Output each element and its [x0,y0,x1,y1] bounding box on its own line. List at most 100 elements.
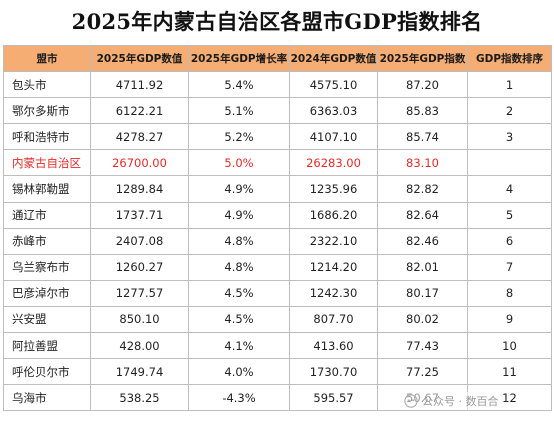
gdp-2024-cell: 1235.96 [289,175,378,203]
table-row: 呼伦贝尔市 1749.74 4.0% 1730.70 77.25 11 [3,358,552,386]
gdp-2025-cell: 1749.74 [90,358,189,386]
page-title: 2025年内蒙古自治区各盟市GDP指数排名 [71,9,483,34]
region-cell: 乌兰察布市 [3,253,91,281]
index-2025-cell: 80.17 [377,279,468,307]
index-rank-cell: 5 [467,201,552,229]
gdp-2024-cell: 1686.20 [289,201,378,229]
gdp-2024-cell: 413.60 [289,332,378,360]
growth-2025-cell: 5.1% [188,97,290,125]
growth-2025-cell: 4.0% [188,358,290,386]
gdp-table: 盟市 2025年GDP数值 2025年GDP增长率 2024年GDP数值 202… [3,44,552,412]
gdp-2025-cell: 26700.00 [90,149,189,177]
region-cell: 呼伦贝尔市 [3,358,91,386]
index-rank-cell: 6 [467,227,552,255]
header-growth-2025: 2025年GDP增长率 [188,44,290,73]
gdp-2024-cell: 4107.10 [289,123,378,151]
index-2025-cell: 87.20 [377,71,468,99]
header-index-rank: GDP指数排序 [467,44,552,73]
growth-2025-cell: 5.2% [188,123,290,151]
header-gdp-2025: 2025年GDP数值 [90,44,189,73]
gdp-2025-cell: 2407.08 [90,227,189,255]
table-row: 赤峰市 2407.08 4.8% 2322.10 82.46 6 [3,227,552,255]
gdp-2025-cell: 4278.27 [90,123,189,151]
growth-2025-cell: 4.9% [188,201,290,229]
table-row: 巴彦淖尔市 1277.57 4.5% 1242.30 80.17 8 [3,279,552,307]
index-2025-cell: 80.02 [377,305,468,334]
index-rank-cell: 7 [467,253,552,281]
gdp-2024-cell: 1242.30 [289,279,378,307]
index-rank-cell: 9 [467,305,552,334]
growth-2025-cell: 4.8% [188,227,290,255]
index-rank-cell: 11 [467,358,552,386]
table-body: 包头市 4711.92 5.4% 4575.10 87.20 1 鄂尔多斯市 6122.21 5… [3,71,552,412]
gdp-2025-cell: 1289.84 [90,175,189,203]
region-cell: 包头市 [3,71,91,99]
gdp-2025-cell: 1737.71 [90,201,189,229]
gdp-2024-cell: 26283.00 [289,149,378,177]
gdp-2025-cell: 850.10 [90,305,189,334]
watermark: 公众号 · 数百合 [404,392,501,410]
gdp-2024-cell: 595.57 [289,384,378,412]
region-cell: 呼和浩特市 [3,123,91,151]
index-2025-cell: 82.82 [377,175,468,203]
gdp-2024-cell: 6363.03 [289,97,378,125]
table-row: 呼和浩特市 4278.27 5.2% 4107.10 85.74 3 [3,123,552,151]
watermark-text: 公众号 · 数百合 [422,395,499,408]
growth-2025-cell: -4.3% [188,384,290,412]
table-row: 包头市 4711.92 5.4% 4575.10 87.20 1 [3,71,552,99]
header-index-2025: 2025年GDP指数 [377,44,468,73]
index-2025-cell: 82.01 [377,253,468,281]
gdp-2025-cell: 538.25 [90,384,189,412]
index-2025-cell: 77.43 [377,332,468,360]
region-cell: 通辽市 [3,201,91,229]
region-cell: 赤峰市 [3,227,91,255]
table-row: 鄂尔多斯市 6122.21 5.1% 6363.03 85.83 2 [3,97,552,125]
growth-2025-cell: 4.5% [188,279,290,307]
table-row: 锡林郭勒盟 1289.84 4.9% 1235.96 82.82 4 [3,175,552,203]
region-cell: 内蒙古自治区 [3,149,91,177]
region-cell: 鄂尔多斯市 [3,97,91,125]
region-cell: 乌海市 [3,384,91,412]
index-rank-cell: 8 [467,279,552,307]
index-rank-cell [467,149,552,177]
gdp-2024-cell: 1730.70 [289,358,378,386]
growth-2025-cell: 4.9% [188,175,290,203]
header-gdp-2024: 2024年GDP数值 [289,44,378,73]
gdp-2024-cell: 807.70 [289,305,378,334]
index-2025-cell: 82.46 [377,227,468,255]
growth-2025-cell: 5.4% [188,71,290,99]
gdp-2025-cell: 1277.57 [90,279,189,307]
gdp-2025-cell: 1260.27 [90,253,189,281]
header-region: 盟市 [3,44,91,73]
growth-2025-cell: 4.1% [188,332,290,360]
table-row: 通辽市 1737.71 4.9% 1686.20 82.64 5 [3,201,552,229]
gdp-2025-cell: 6122.21 [90,97,189,125]
region-cell: 兴安盟 [3,305,91,334]
table-row: 兴安盟 850.10 4.5% 807.70 80.02 9 [3,305,552,334]
index-2025-cell: 85.74 [377,123,468,151]
gdp-2024-cell: 1214.20 [289,253,378,281]
table-row: 乌兰察布市 1260.27 4.8% 1214.20 82.01 7 [3,253,552,281]
index-rank-cell: 4 [467,175,552,203]
index-2025-cell: 77.25 [377,358,468,386]
gdp-2025-cell: 4711.92 [90,71,189,99]
index-rank-cell: 10 [467,332,552,360]
table-row: 内蒙古自治区 26700.00 5.0% 26283.00 83.10 [3,149,552,177]
growth-2025-cell: 4.5% [188,305,290,334]
index-rank-cell: 1 [467,71,552,99]
region-cell: 阿拉善盟 [3,332,91,360]
region-cell: 巴彦淖尔市 [3,279,91,307]
growth-2025-cell: 5.0% [188,149,290,177]
gdp-2024-cell: 2322.10 [289,227,378,255]
index-rank-cell: 2 [467,97,552,125]
index-2025-cell: 83.10 [377,149,468,177]
region-cell: 锡林郭勒盟 [3,175,91,203]
wechat-icon [404,394,418,408]
index-rank-cell: 3 [467,123,552,151]
index-2025-cell: 85.83 [377,97,468,125]
gdp-2024-cell: 4575.10 [289,71,378,99]
table-row: 阿拉善盟 428.00 4.1% 413.60 77.43 10 [3,332,552,360]
table-header-row: 盟市 2025年GDP数值 2025年GDP增长率 2024年GDP数值 202… [3,44,552,73]
growth-2025-cell: 4.8% [188,253,290,281]
